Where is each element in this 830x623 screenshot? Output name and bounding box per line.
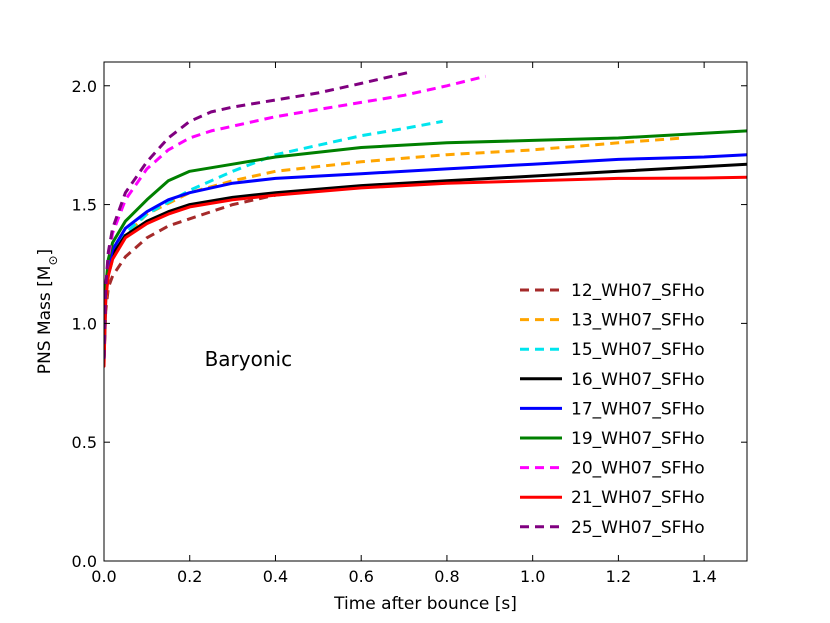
legend-label-20_WH07_SFHo: 20_WH07_SFHo <box>571 459 705 479</box>
legend-label-19_WH07_SFHo: 19_WH07_SFHo <box>571 429 705 449</box>
y-tick-label: 2.0 <box>72 77 97 96</box>
legend-label-13_WH07_SFHo: 13_WH07_SFHo <box>571 311 705 331</box>
x-axis-label: Time after bounce [s] <box>333 594 517 614</box>
annotation-baryonic: Baryonic <box>205 347 293 371</box>
y-axis-label-main: PNS Mass [M <box>35 266 55 375</box>
x-tick-label: 0.6 <box>348 567 373 586</box>
y-tick-label: 1.0 <box>72 314 97 333</box>
ticks-layer: 0.0 0.2 0.4 0.6 0.8 1.0 1.2 1.4 0.0 0.5 1.0 1.5 2.0 <box>72 62 747 586</box>
x-tick-label: 0.2 <box>177 567 202 586</box>
legend-label-25_WH07_SFHo: 25_WH07_SFHo <box>571 518 705 538</box>
series-line-21_WH07_SFHo <box>104 175 747 368</box>
y-tick-label: 0.0 <box>72 552 97 571</box>
y-axis-label: PNS Mass [M⊙] <box>35 249 60 374</box>
legend-label-15_WH07_SFHo: 15_WH07_SFHo <box>571 340 705 360</box>
plot-frame <box>103 61 748 562</box>
legend-label-17_WH07_SFHo: 17_WH07_SFHo <box>571 399 705 419</box>
x-tick-label: 1.4 <box>691 567 716 586</box>
legend-label-16_WH07_SFHo: 16_WH07_SFHo <box>571 370 705 390</box>
y-tick-label: 0.5 <box>72 433 97 452</box>
x-tick-label: 1.0 <box>520 567 545 586</box>
legend: 12_WH07_SFHo 13_WH07_SFHo 15_WH07_SFHo 16_W… <box>520 281 705 538</box>
y-axis-label-close: ] <box>35 249 55 256</box>
series-layer <box>104 70 747 368</box>
x-tick-label: 0.0 <box>91 567 116 586</box>
y-axis-label-sub: ⊙ <box>46 255 60 265</box>
series-line-25_WH07_SFHo <box>104 70 413 360</box>
x-tick-label: 1.2 <box>606 567 631 586</box>
legend-label-21_WH07_SFHo: 21_WH07_SFHo <box>571 488 705 508</box>
x-tick-label: 0.8 <box>434 567 459 586</box>
y-tick-label: 1.5 <box>72 196 97 215</box>
x-tick-label: 0.4 <box>263 567 288 586</box>
series-line-17_WH07_SFHo <box>104 153 747 361</box>
legend-label-12_WH07_SFHo: 12_WH07_SFHo <box>571 281 705 301</box>
